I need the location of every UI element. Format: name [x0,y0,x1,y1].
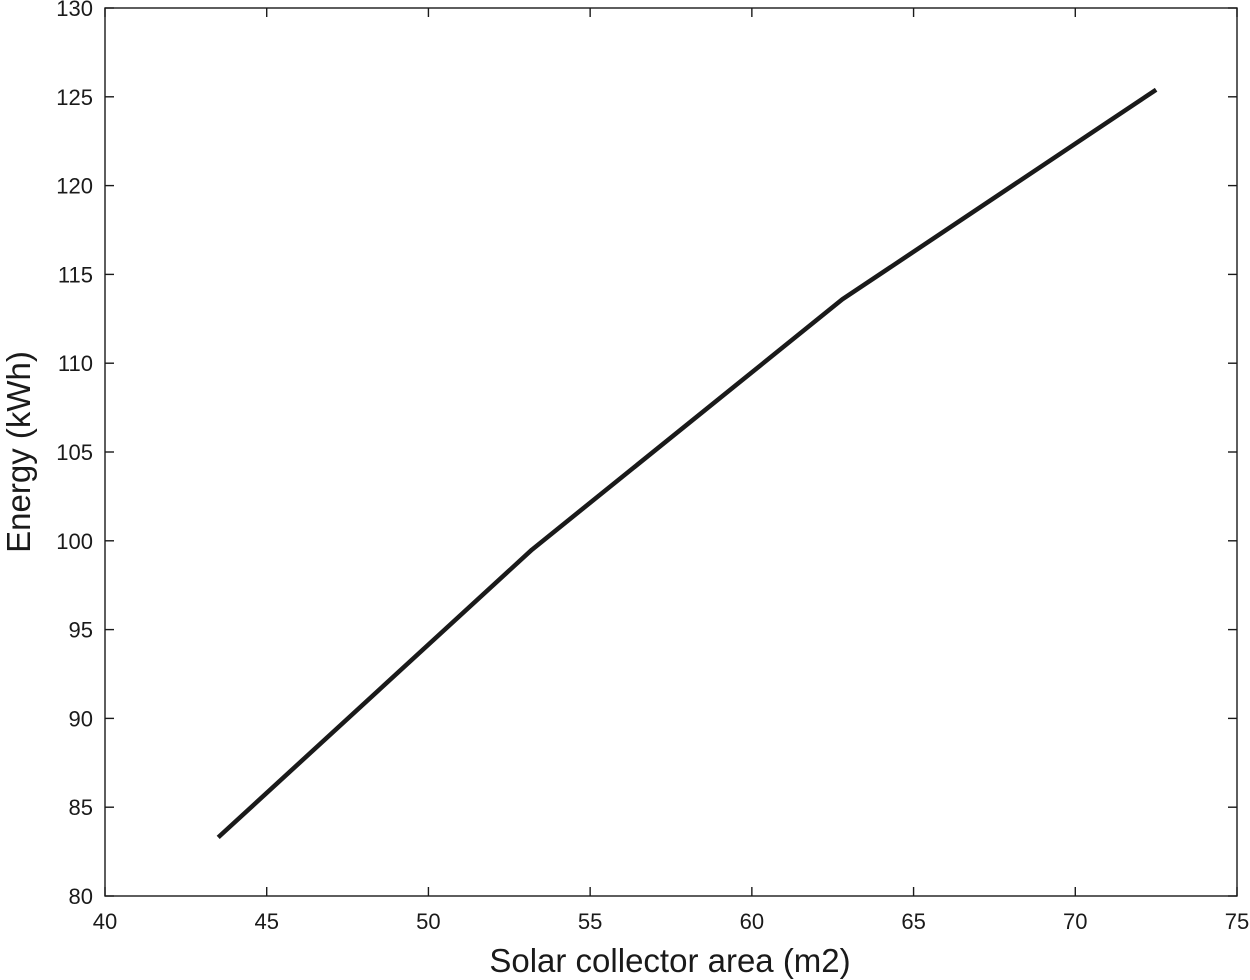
y-tick-label: 115 [58,262,93,287]
x-axis-title: Solar collector area (m2) [489,942,850,979]
y-axis-title: Energy (kWh) [0,351,37,553]
y-tick-label: 90 [69,706,93,731]
x-tick-label: 45 [254,909,278,934]
y-tick-label: 105 [56,440,93,465]
y-tick-label: 85 [69,795,93,820]
x-tick-label: 75 [1225,909,1249,934]
y-tick-label: 120 [56,174,93,199]
plot-area-frame [104,7,1238,897]
y-tick-label: 125 [56,85,93,110]
x-tick-label: 60 [740,909,764,934]
x-tick-label: 55 [578,909,602,934]
y-tick-label: 100 [56,529,93,554]
x-tick-label: 70 [1063,909,1087,934]
x-tick-label: 65 [901,909,925,934]
series-line [216,87,1158,840]
y-tick-label: 95 [69,618,93,643]
x-tick-label: 40 [93,909,117,934]
y-tick-label: 110 [58,351,93,376]
tick-label-layer: 40 45 50 55 60 65 70 75 80 85 90 95 100 105 110 115 120 1… [56,0,1249,934]
series-layer [216,87,1158,840]
x-tick-label: 50 [416,909,440,934]
tick-layer [104,7,1238,897]
y-tick-label: 130 [56,0,93,21]
y-tick-label: 80 [69,884,93,909]
